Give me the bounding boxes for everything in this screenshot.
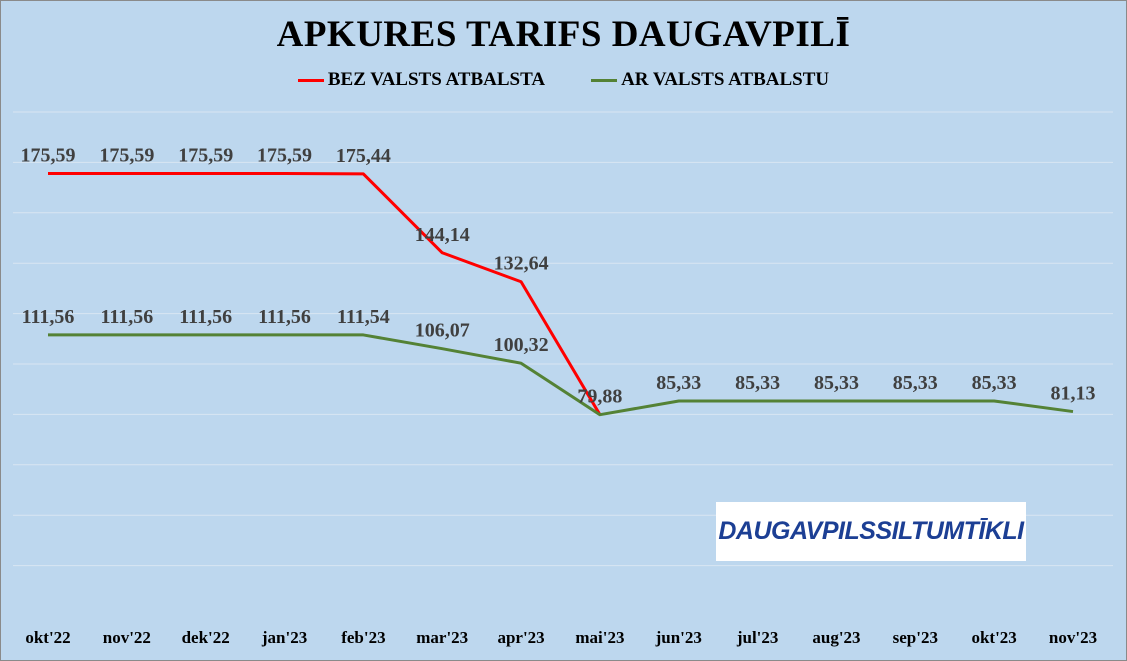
data-label: 144,14 — [415, 224, 470, 246]
x-tick-label: okt'22 — [25, 628, 70, 647]
data-label: 175,59 — [257, 145, 312, 167]
x-tick-label: okt'23 — [971, 628, 1016, 647]
data-label: 100,32 — [494, 334, 549, 356]
legend-swatch-ar — [591, 78, 618, 82]
x-tick-label: mai'23 — [575, 628, 624, 647]
x-tick-label: dek'22 — [182, 628, 230, 647]
x-tick-label: nov'23 — [1049, 628, 1097, 647]
legend-label-ar: AR VALSTS ATBALSTU — [621, 69, 830, 90]
x-tick-label: apr'23 — [497, 628, 544, 647]
x-tick-label: mar'23 — [416, 628, 468, 647]
data-label: 111,54 — [337, 306, 390, 328]
logo-text-part1: DAUGAVPILS — [718, 517, 876, 545]
data-label: 175,59 — [178, 145, 233, 167]
x-tick-label: nov'22 — [103, 628, 151, 647]
x-tick-label: sep'23 — [893, 628, 938, 647]
series-line-0 — [48, 172, 602, 416]
x-tick-label: jul'23 — [736, 628, 779, 647]
x-tick-label: feb'23 — [341, 628, 385, 647]
logo-text-part2: SILTUMTĪKLI — [875, 517, 1024, 545]
data-label: 85,33 — [972, 372, 1017, 394]
data-label: 111,56 — [22, 306, 75, 328]
data-label: 85,33 — [656, 372, 701, 394]
data-label: 81,13 — [1051, 383, 1096, 405]
data-label: 175,44 — [336, 145, 391, 167]
chart-legend: BEZ VALSTS ATBALSTA AR VALSTS ATBALSTU — [1, 69, 1126, 91]
data-label: 85,33 — [893, 372, 938, 394]
data-label: 111,56 — [179, 306, 232, 328]
data-label: 85,33 — [814, 372, 859, 394]
data-label: 132,64 — [494, 253, 549, 275]
data-label: 111,56 — [100, 306, 153, 328]
data-label: 175,59 — [21, 145, 76, 167]
x-tick-label: jun'23 — [655, 628, 702, 647]
chart-title: APKURES TARIFS DAUGAVPILĪ — [276, 14, 851, 55]
x-tick-label: jan'23 — [261, 628, 307, 647]
data-label: 79,88 — [577, 386, 622, 408]
data-label: 106,07 — [415, 320, 470, 342]
legend-item-bez: BEZ VALSTS ATBALSTA — [297, 69, 546, 91]
legend-swatch-bez — [297, 78, 324, 82]
x-tick-label: aug'23 — [812, 628, 860, 647]
series-line-1 — [48, 333, 1074, 417]
data-label: 85,33 — [735, 372, 780, 394]
legend-label-bez: BEZ VALSTS ATBALSTA — [327, 69, 546, 90]
company-logo: DAUGAVPILS SILTUMTĪKLI — [716, 502, 1026, 561]
data-label: 175,59 — [99, 145, 154, 167]
legend-item-ar: AR VALSTS ATBALSTU — [591, 69, 829, 91]
data-label: 111,56 — [258, 306, 311, 328]
